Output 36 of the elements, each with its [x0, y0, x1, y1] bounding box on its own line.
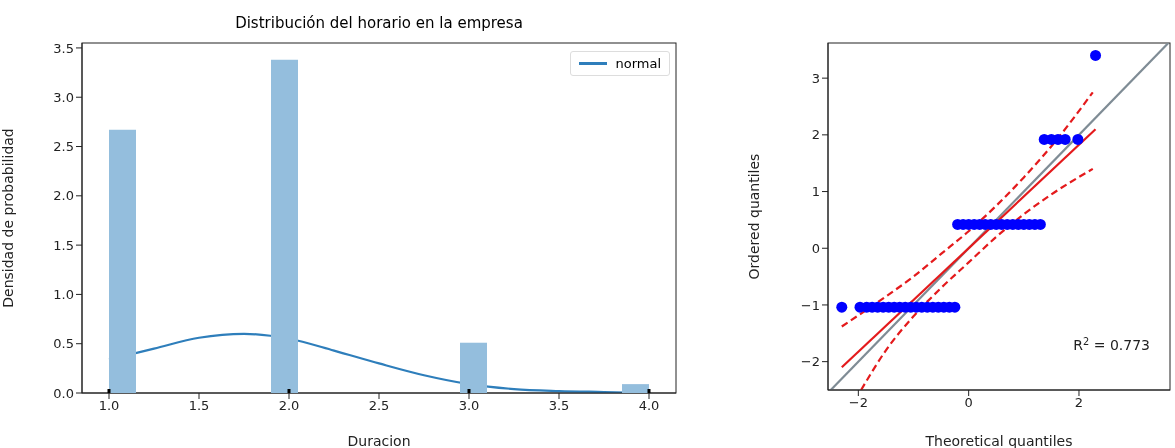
x-tick-label: 3.0	[458, 398, 480, 414]
x-tick-label: 0	[964, 395, 973, 411]
y-axis-title: Densidad de probabilidad	[0, 128, 16, 308]
y-tick-label: 2	[811, 127, 820, 143]
x-tick-label: 1.5	[188, 398, 210, 414]
y-tick-label: −1	[800, 297, 820, 313]
x-tick-label: −2	[848, 395, 868, 411]
y-axis-title: Ordered quantiles	[745, 153, 762, 280]
y-tick-label: 1.5	[53, 237, 74, 253]
x-tick-label: 4.0	[638, 398, 660, 414]
x-axis-title: Theoretical quantiles	[924, 433, 1073, 448]
y-tick-label: 2.0	[53, 188, 74, 204]
chart-title: Distribución del horario en la empresa	[234, 14, 524, 32]
point	[1072, 133, 1084, 145]
y-tick-label: 0.0	[53, 385, 74, 401]
y-tick-label: 3.0	[53, 89, 74, 105]
y-tick-label: 2.5	[53, 139, 74, 155]
line-series	[860, 167, 1094, 390]
y-tick-label: 1	[811, 184, 820, 200]
x-tick-label: 1.0	[98, 398, 120, 414]
x-tick-label: 3.5	[548, 398, 570, 414]
annotation: R$^{2}$ = 0.773	[1073, 335, 1150, 353]
x-tick-label: 2.0	[278, 398, 300, 414]
point	[836, 301, 848, 313]
y-tick-label: 1.0	[53, 287, 74, 303]
y-tick-label: −2	[800, 354, 820, 370]
line-series	[840, 91, 1094, 328]
legend-label: normal	[615, 56, 661, 71]
x-axis-title: Duracion	[347, 433, 411, 448]
y-tick-label: 3	[811, 70, 820, 86]
x-tick-label: 2.5	[368, 398, 390, 414]
x-tick-label: 2	[1074, 395, 1084, 411]
y-tick-label: 0	[811, 240, 820, 256]
y-tick-label: 0.5	[53, 336, 74, 352]
y-tick-label: 3.5	[53, 40, 74, 56]
point	[1090, 49, 1102, 61]
